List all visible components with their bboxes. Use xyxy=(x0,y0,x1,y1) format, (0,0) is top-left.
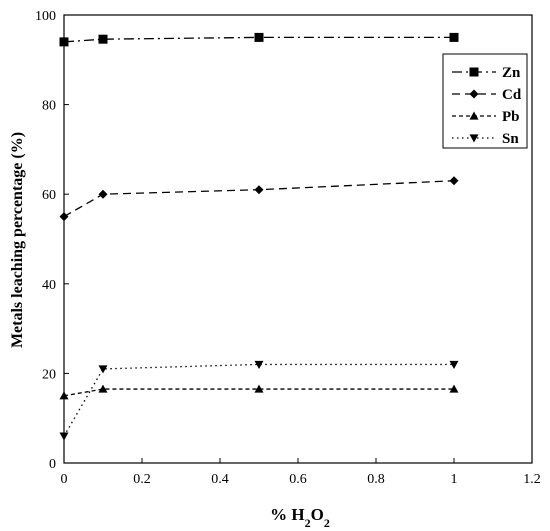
x-tick-label: 0.2 xyxy=(133,472,151,487)
series-cd xyxy=(59,176,459,222)
legend-marker xyxy=(469,111,479,120)
y-axis-title: Metals leaching percentage (%) xyxy=(9,132,26,348)
series-line-cd xyxy=(63,180,455,218)
legend-label: Zn xyxy=(502,65,521,81)
data-point-zn xyxy=(449,32,459,42)
data-point-zn xyxy=(98,34,108,44)
legend-item-pb: Pb xyxy=(452,109,520,125)
legend-label: Sn xyxy=(502,131,519,147)
x-tick-label: 0.4 xyxy=(211,472,229,487)
data-point-zn xyxy=(254,32,264,42)
data-point-sn xyxy=(59,432,69,441)
series-pb xyxy=(59,384,459,400)
data-point-cd xyxy=(98,189,108,199)
legend: Zn Cd Pb Sn xyxy=(442,53,528,149)
data-point-cd xyxy=(449,176,459,186)
x-axis-title: % H2O2 xyxy=(270,505,330,530)
y-tick-label: 60 xyxy=(42,188,56,203)
series-layer xyxy=(59,32,459,441)
series-zn xyxy=(59,32,459,47)
legend-label: Pb xyxy=(502,109,520,125)
x-tick-label: 0.8 xyxy=(367,472,385,487)
legend-item-cd: Cd xyxy=(452,87,522,103)
data-point-zn xyxy=(59,37,69,47)
data-point-cd xyxy=(59,212,69,222)
x-tick-label: 1 xyxy=(451,472,458,487)
axis-ticks: 0 0.2 0.4 0.6 0.8 1 1.2 0 20 40 60 80 100 xyxy=(35,9,541,487)
data-point-sn xyxy=(449,360,459,369)
y-tick-label: 0 xyxy=(49,457,56,472)
legend-item-zn: Zn xyxy=(452,65,521,81)
legend-marker xyxy=(469,134,479,143)
legend-label: Cd xyxy=(502,87,522,103)
legend-marker xyxy=(469,67,479,77)
series-sn xyxy=(59,360,459,441)
data-point-pb xyxy=(254,384,264,393)
data-point-pb xyxy=(449,384,459,393)
data-point-pb xyxy=(59,391,69,400)
y-tick-label: 100 xyxy=(35,9,56,24)
data-point-cd xyxy=(254,185,264,195)
legend-marker xyxy=(469,89,479,99)
x-tick-label: 1.2 xyxy=(523,472,541,487)
legend-item-sn: Sn xyxy=(452,131,519,147)
y-tick-label: 20 xyxy=(42,367,56,382)
y-tick-label: 80 xyxy=(42,99,56,114)
data-point-sn xyxy=(254,360,264,369)
x-tick-label: 0 xyxy=(61,472,68,487)
y-tick-label: 40 xyxy=(42,278,56,293)
series-line-sn xyxy=(63,363,454,437)
data-point-pb xyxy=(98,384,108,393)
data-point-sn xyxy=(98,365,108,374)
legend-box xyxy=(442,53,528,149)
x-tick-label: 0.6 xyxy=(289,472,307,487)
